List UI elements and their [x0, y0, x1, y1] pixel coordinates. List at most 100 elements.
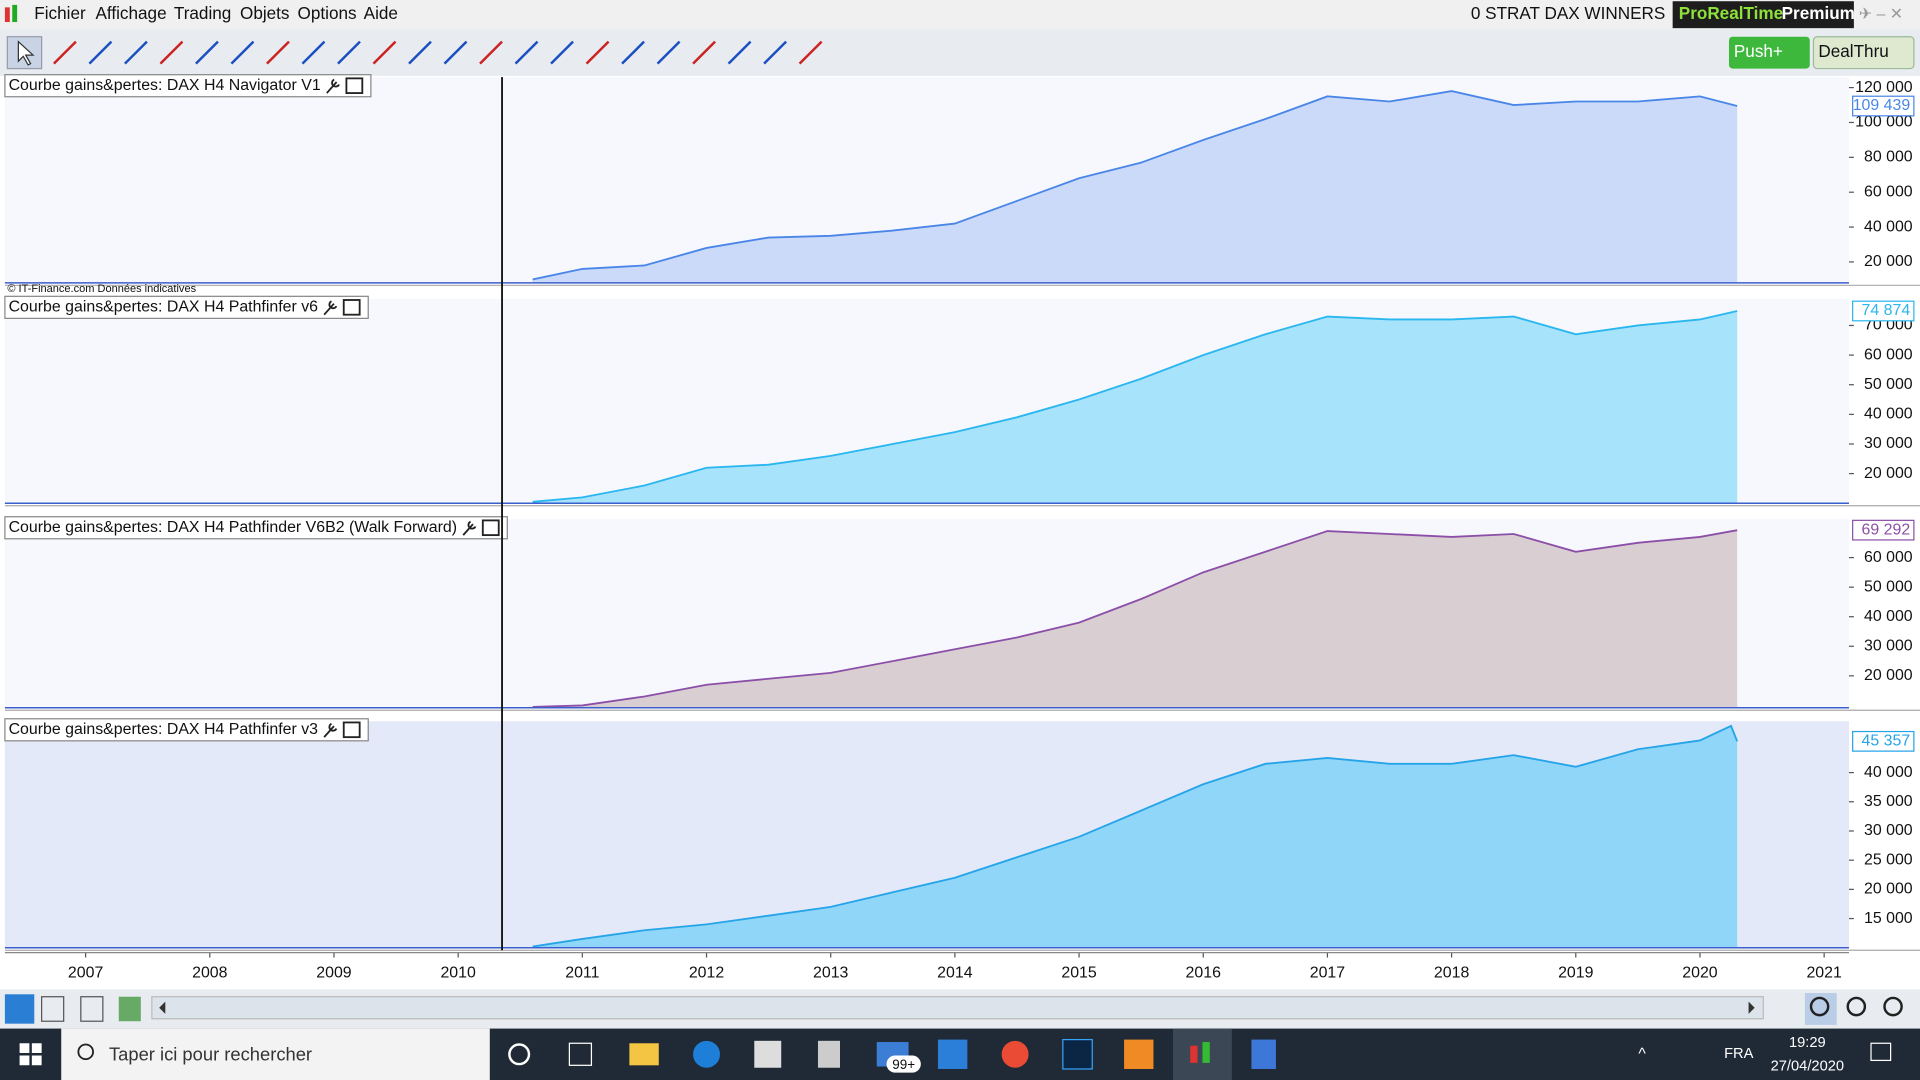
- clock-date[interactable]: 27/04/2020: [1771, 1058, 1845, 1074]
- task-view[interactable]: [508, 1043, 531, 1066]
- language[interactable]: FRA: [1724, 1046, 1754, 1062]
- tool-hit[interactable]: [724, 37, 757, 69]
- tool-hit[interactable]: [191, 37, 224, 69]
- push-label[interactable]: Push+: [1734, 41, 1783, 61]
- vscode[interactable]: [937, 1039, 968, 1069]
- photoshop[interactable]: [1062, 1038, 1093, 1070]
- search-placeholder[interactable]: Taper ici pour rechercher: [109, 1043, 312, 1064]
- tool-hit[interactable]: [440, 37, 473, 69]
- tool-icon[interactable]: [88, 40, 113, 65]
- menu-item[interactable]: Options: [298, 3, 357, 23]
- tool-icon[interactable]: [585, 40, 610, 65]
- tool-icon[interactable]: [443, 40, 468, 65]
- tool-icon[interactable]: [514, 40, 539, 65]
- tool-icon[interactable]: [621, 40, 645, 65]
- scrollbar[interactable]: [151, 996, 1764, 1020]
- settings-icon[interactable]: [462, 520, 477, 536]
- share-button[interactable]: [4, 994, 35, 1024]
- tool-hit[interactable]: [369, 37, 402, 69]
- chrome[interactable]: [1001, 1040, 1029, 1068]
- tool-icon[interactable]: [692, 40, 716, 65]
- tool-icon[interactable]: [159, 40, 184, 65]
- push-button[interactable]: [1728, 36, 1810, 69]
- sublime[interactable]: [1124, 1039, 1154, 1069]
- tool-icon[interactable]: [337, 40, 361, 65]
- tool-icon[interactable]: [763, 40, 787, 65]
- tool-icon[interactable]: [124, 40, 148, 65]
- menu-item[interactable]: Trading: [174, 3, 231, 23]
- window-icon[interactable]: [481, 519, 500, 537]
- clock-time[interactable]: 19:29: [1789, 1035, 1826, 1051]
- brand-box: [1672, 1, 1854, 29]
- tool-icon[interactable]: [656, 40, 681, 65]
- tool-hit[interactable]: [333, 37, 366, 69]
- settings-icon[interactable]: [323, 300, 338, 316]
- tool-hit[interactable]: [298, 37, 331, 69]
- tool-hit[interactable]: [475, 37, 508, 69]
- tool-hit[interactable]: [227, 37, 260, 69]
- y-tick-label: 50 000: [1864, 578, 1913, 595]
- tray-icons[interactable]: ^: [1638, 1045, 1646, 1062]
- tool-icon[interactable]: [727, 40, 752, 65]
- tool-hit[interactable]: [84, 37, 117, 69]
- window-icon[interactable]: [345, 77, 364, 94]
- tool-button[interactable]: [41, 996, 65, 1022]
- tool-hit[interactable]: [120, 37, 153, 69]
- tool-button[interactable]: [118, 996, 141, 1022]
- tool-hit[interactable]: [404, 37, 437, 69]
- dealthru-label[interactable]: DealThru: [1818, 41, 1888, 61]
- tool-icon[interactable]: [53, 40, 77, 65]
- last-value-box: [1852, 95, 1915, 117]
- tool-hit[interactable]: [262, 37, 295, 69]
- panel-title: Courbe gains&pertes: DAX H4 Pathfinfer v…: [9, 299, 319, 316]
- zoom-in[interactable]: [1883, 996, 1903, 1017]
- word[interactable]: [1251, 1039, 1276, 1069]
- tool-icon[interactable]: [550, 40, 574, 65]
- zoom-out[interactable]: [1846, 996, 1867, 1017]
- tool-button[interactable]: [80, 996, 104, 1022]
- notifications[interactable]: [1870, 1042, 1892, 1062]
- tool-icon[interactable]: [372, 40, 397, 65]
- dealthru-button[interactable]: [1812, 36, 1915, 70]
- tool-hit[interactable]: [546, 37, 579, 69]
- tool-icon[interactable]: [408, 40, 432, 65]
- tool-hit[interactable]: [653, 37, 686, 69]
- edge[interactable]: [693, 1040, 720, 1068]
- tool-icon[interactable]: [301, 40, 326, 65]
- tool-hit[interactable]: [511, 37, 544, 69]
- calculator[interactable]: [817, 1040, 840, 1068]
- y-tick-label: 30 000: [1864, 822, 1913, 839]
- tool-icon[interactable]: [266, 40, 290, 65]
- store[interactable]: [754, 1040, 782, 1068]
- tool-hit[interactable]: [688, 37, 721, 69]
- tool-icon[interactable]: [798, 40, 823, 65]
- window-icon[interactable]: [342, 299, 361, 316]
- menu-item[interactable]: Affichage: [96, 3, 167, 23]
- tool-hit[interactable]: [156, 37, 189, 69]
- menu-item[interactable]: Aide: [364, 3, 398, 23]
- tool-icon[interactable]: [195, 40, 219, 65]
- tool-icon[interactable]: [479, 40, 503, 65]
- timeline[interactable]: [568, 1042, 593, 1066]
- x-tick-label: 2010: [440, 965, 476, 982]
- y-tick-label: 20 000: [1864, 667, 1913, 684]
- menu-item[interactable]: Fichier: [34, 3, 86, 23]
- window-controls[interactable]: ✈ – ✕: [1859, 6, 1903, 23]
- tool-hit[interactable]: [49, 37, 82, 69]
- start-button[interactable]: [19, 1043, 42, 1066]
- settings-icon[interactable]: [326, 78, 340, 94]
- tool-hit[interactable]: [795, 37, 828, 69]
- search-box[interactable]: [61, 1028, 490, 1080]
- settings-icon[interactable]: [323, 722, 338, 738]
- explorer[interactable]: [629, 1043, 659, 1066]
- tool-hit[interactable]: [759, 37, 792, 69]
- tool-hit[interactable]: [617, 37, 650, 69]
- window-icon[interactable]: [342, 721, 361, 739]
- menu-item[interactable]: Objets: [240, 3, 290, 23]
- x-tick-label: 2007: [68, 965, 104, 982]
- tool-hit[interactable]: [582, 37, 615, 69]
- zoom-icon[interactable]: [1809, 996, 1830, 1017]
- tool-icon[interactable]: [230, 40, 255, 65]
- y-tick-label: 120 000: [1855, 79, 1913, 96]
